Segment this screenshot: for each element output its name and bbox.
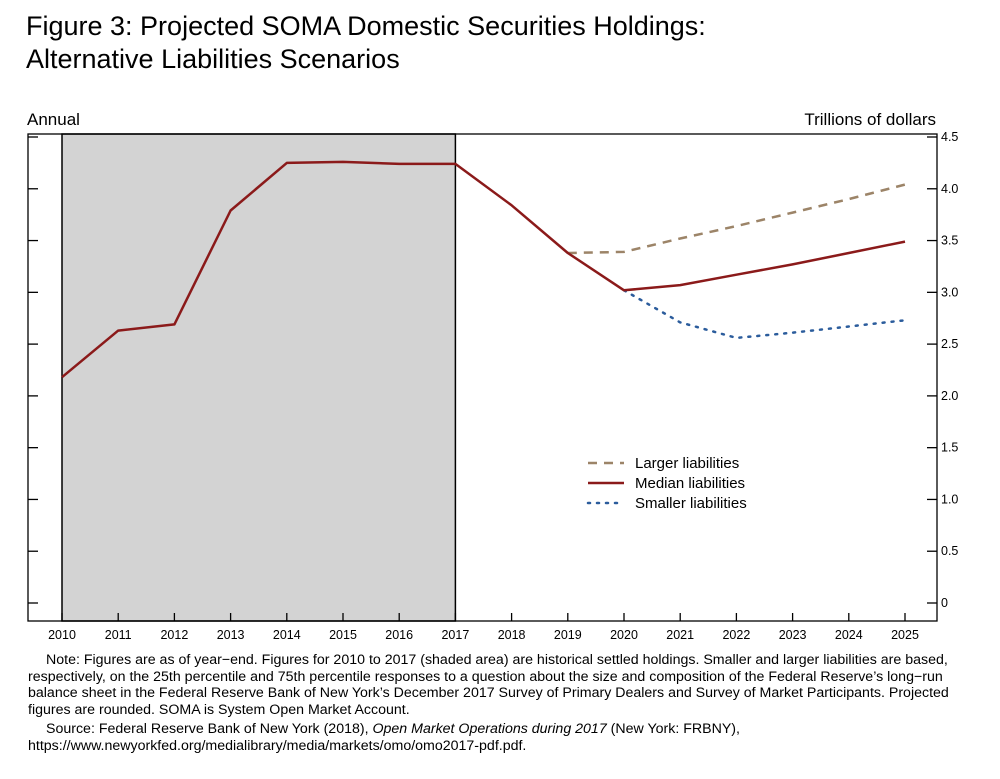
shaded-historical-area <box>61 133 457 622</box>
y-tick-label: 0.5 <box>941 544 958 558</box>
x-tick-label: 2010 <box>48 628 76 642</box>
source-title: Open Market Operations during 2017 <box>372 721 607 737</box>
series-layer <box>61 160 907 379</box>
y-axis: 0 0.5 1.0 1.5 2.0 2.5 3.0 3.5 4.0 4.5 <box>28 130 958 610</box>
y-tick-label: 3.5 <box>941 234 958 248</box>
x-tick-label: 2023 <box>779 628 807 642</box>
units-label: Trillions of dollars <box>804 110 936 129</box>
legend-label-smaller: Smaller liabilities <box>635 495 747 512</box>
series-line-larger <box>567 183 906 255</box>
x-tick-label: 2013 <box>217 628 245 642</box>
x-tick-label: 2024 <box>835 628 863 642</box>
x-tick-label: 2022 <box>722 628 750 642</box>
legend-label-larger: Larger liabilities <box>635 455 739 472</box>
note-text: Note: Figures are as of year−end. Figure… <box>28 652 949 718</box>
y-tick-label: 4.5 <box>941 130 958 144</box>
y-tick-label: 1.0 <box>941 492 958 506</box>
series-line-median <box>61 160 906 379</box>
source-text: Source: Federal Reserve Bank of New York… <box>28 721 978 754</box>
x-tick-label: 2011 <box>105 628 132 642</box>
x-tick-label: 2020 <box>610 628 638 642</box>
title-line-1: Figure 3: Projected SOMA Domestic Securi… <box>26 11 706 41</box>
x-tick-label: 2015 <box>329 628 357 642</box>
y-tick-label: 4.0 <box>941 182 958 196</box>
series-line-smaller <box>622 289 907 340</box>
x-tick-label: 2016 <box>385 628 413 642</box>
frequency-label: Annual <box>27 110 80 129</box>
chart-title: Figure 3: Projected SOMA Domestic Securi… <box>26 10 986 76</box>
x-tick-label: 2018 <box>498 628 526 642</box>
y-tick-label: 1.5 <box>941 441 958 455</box>
title-line-2: Alternative Liabilities Scenarios <box>26 44 400 74</box>
footnotes: Note: Figures are as of year−end. Figure… <box>28 652 978 754</box>
source-suffix: (New York: FRBNY), https://www.newyorkfe… <box>28 721 740 754</box>
x-tick-label: 2021 <box>666 628 694 642</box>
y-tick-label: 2.0 <box>941 389 958 403</box>
plot-frame <box>27 133 938 622</box>
x-tick-label: 2012 <box>160 628 188 642</box>
legend-label-median: Median liabilities <box>635 475 745 492</box>
source-prefix: Source: Federal Reserve Bank of New York… <box>46 721 373 737</box>
y-tick-label: 0 <box>941 596 948 610</box>
y-tick-label: 2.5 <box>941 337 958 351</box>
legend: Larger liabilities Median liabilities Sm… <box>586 455 747 512</box>
x-tick-label: 2014 <box>273 628 301 642</box>
x-tick-label: 2019 <box>554 628 582 642</box>
x-axis: 2010 2011 2012 2013 2014 2015 2016 2017 2018 2019… <box>48 613 919 642</box>
x-tick-label: 2017 <box>441 628 469 642</box>
x-tick-label: 2025 <box>891 628 919 642</box>
y-tick-label: 3.0 <box>941 285 958 299</box>
